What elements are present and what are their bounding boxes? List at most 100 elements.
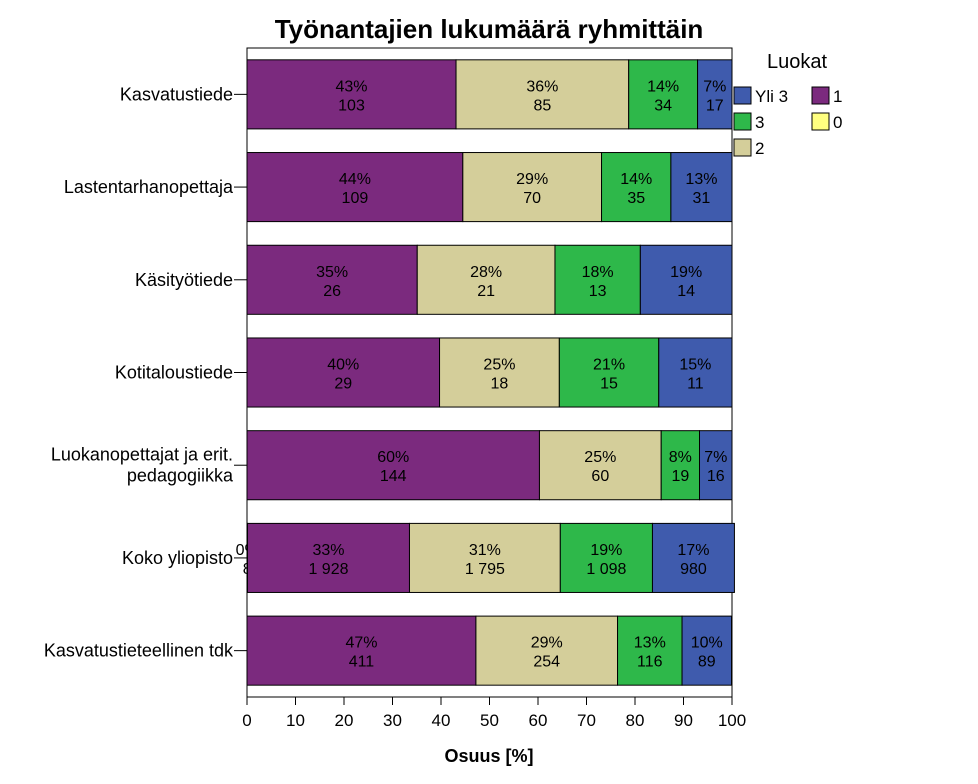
category-label: Luokanopettajat ja erit. [51,445,233,465]
bar-segment-c2 [462,152,603,223]
legend-label-c1: 1 [833,87,842,106]
bar-segment-c1 [246,430,540,501]
bar-segment-c3 [558,337,660,408]
chart-title: Työnantajien lukumäärä ryhmittäin [275,14,704,44]
bar-segment-c1 [246,244,418,315]
category-label: Kasvatustiede [120,84,233,104]
x-tick-label: 100 [718,711,746,730]
segment-count-label: 85 [533,97,551,114]
segment-count-label: 1 928 [308,561,348,578]
segment-percent-label: 14% [620,171,652,188]
bar-segment-c2 [538,430,662,501]
segment-count-label: 1 098 [586,561,626,578]
x-tick-label: 50 [480,711,499,730]
segment-percent-label: 31% [469,542,501,559]
legend-title: Luokat [767,51,827,73]
legend-label-c2: 2 [755,139,764,158]
x-tick-label: 10 [286,711,305,730]
category-label: Koko yliopisto [122,548,233,568]
segment-percent-label: 21% [593,357,625,374]
segment-percent-label: 25% [483,357,515,374]
bar-segment-yli3 [697,59,733,130]
category-label: Lastentarhanopettaja [64,177,234,197]
segment-count-label: 144 [380,468,407,485]
segment-percent-label: 36% [526,78,558,95]
segment-count-label: 116 [637,654,663,671]
segment-count-label: 254 [533,654,560,671]
segment-count-label: 29 [334,376,352,393]
segment-percent-label: 10% [691,635,723,652]
bar-segment-c3 [660,430,701,501]
segment-percent-label: 28% [470,264,502,281]
segment-count-label: 411 [349,654,375,671]
segment-count-label: 109 [342,190,369,207]
segment-percent-label: 35% [316,264,348,281]
segment-count-label: 34 [654,97,672,114]
legend-swatch-c1 [811,86,830,105]
segment-percent-label: 25% [584,449,616,466]
segment-percent-label: 44% [339,171,371,188]
segment-percent-label: 43% [336,78,368,95]
bar-segment-yli3 [670,152,733,223]
segment-percent-label: 29% [516,171,548,188]
x-tick-label: 60 [529,711,548,730]
segment-percent-label: 17% [677,542,709,559]
bar-segment-c2 [455,59,630,130]
bar-segment-yli3 [681,615,733,686]
legend-label-c3: 3 [755,113,764,132]
x-tick-label: 80 [626,711,645,730]
segment-count-label: 1 795 [465,561,505,578]
segment-percent-label: 60% [377,449,409,466]
legend: Luokat Yli 3 1 3 0 2 [733,51,842,158]
segment-percent-label: 19% [590,542,622,559]
segment-count-label: 13 [589,283,607,300]
segment-count-label: 26 [323,283,341,300]
x-axis-title: Osuus [%] [444,746,533,766]
segment-count-label: 21 [477,283,495,300]
x-tick-label: 40 [432,711,451,730]
segment-count-label: 35 [627,190,645,207]
legend-label-c0: 0 [833,113,842,132]
segment-percent-label: 7% [703,78,726,95]
bar-segment-yli3 [658,337,733,408]
x-tick-label: 0 [242,711,251,730]
bar-segment-c3 [559,522,653,593]
bar-segment-yli3 [699,430,733,501]
segment-count-label: 17 [706,97,724,114]
segment-percent-label: 33% [312,542,344,559]
category-label: Käsityötiede [135,270,233,290]
segment-count-label: 31 [693,190,711,207]
segment-percent-label: 18% [582,264,614,281]
segment-count-label: 18 [491,376,509,393]
plot-area: 43% 103 36% 85 14% 34 7% 17 44% 109 29% 70 14% 35 13% 3… [236,47,735,698]
legend-swatch-yli3 [733,86,752,105]
bar-segment-c2 [475,615,619,686]
x-tick-label: 20 [335,711,354,730]
segment-percent-label: 13% [685,171,717,188]
segment-percent-label: 14% [647,78,679,95]
category-label: Kotitaloustiede [115,363,233,383]
bar-segment-c2 [416,244,556,315]
segment-count-label: 103 [338,97,365,114]
segment-count-label: 14 [677,283,695,300]
bar-segment-c3 [601,152,672,223]
bar-segment-c2 [408,522,561,593]
segment-count-label: 15 [600,376,618,393]
bar-segment-yli3 [639,244,733,315]
segment-count-label: 11 [687,376,704,393]
legend-swatch-c0 [811,112,830,131]
x-axis: Kasvatustiede Lastentarhanopettaja Käsityö… [44,84,746,730]
legend-swatch-c3 [733,112,752,131]
legend-swatch-c2 [733,138,752,157]
bar-segment-c2 [439,337,560,408]
segment-count-label: 980 [680,561,707,578]
legend-label-yli3: Yli 3 [755,87,788,106]
x-tick-label: 90 [674,711,693,730]
bar-segment-c3 [554,244,641,315]
bar-segment-c3 [617,615,683,686]
category-label: pedagogiikka [127,466,234,486]
bar-segment-yli3 [651,522,735,593]
segment-percent-label: 29% [531,635,563,652]
segment-percent-label: 40% [327,357,359,374]
